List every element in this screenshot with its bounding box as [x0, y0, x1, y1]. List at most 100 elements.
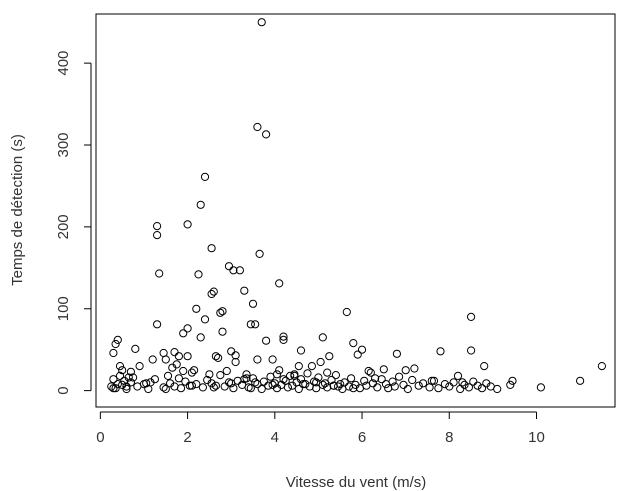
data-point — [231, 351, 240, 360]
data-point — [408, 375, 417, 385]
data-point — [290, 370, 299, 379]
data-point — [231, 357, 240, 367]
data-point — [576, 376, 585, 385]
data-point — [467, 312, 476, 321]
data-point — [146, 378, 155, 387]
data-point — [131, 344, 140, 353]
x-tick-label: 10 — [528, 429, 545, 446]
data-point — [366, 368, 375, 377]
data-point — [216, 308, 225, 317]
data-point — [200, 172, 210, 181]
data-point — [179, 329, 188, 338]
data-point — [301, 380, 310, 389]
data-point — [159, 383, 168, 392]
data-point — [246, 320, 255, 329]
data-point — [349, 339, 358, 348]
data-point — [536, 383, 546, 392]
data-point — [473, 381, 482, 390]
data-point — [194, 270, 203, 279]
y-tick-label: 100 — [55, 296, 72, 321]
data-point — [240, 286, 249, 295]
data-point — [323, 368, 332, 377]
data-point — [174, 352, 183, 361]
data-point — [268, 380, 277, 389]
data-point — [379, 365, 388, 374]
data-point — [111, 339, 120, 349]
data-point — [246, 384, 255, 393]
data-point — [373, 383, 382, 392]
data-point — [286, 371, 295, 380]
data-point — [434, 384, 443, 393]
data-point — [371, 374, 380, 383]
data-point — [170, 348, 179, 357]
data-point — [384, 384, 393, 393]
data-point — [296, 346, 306, 355]
data-point — [135, 362, 144, 371]
data-point — [248, 299, 258, 308]
data-point — [126, 367, 135, 376]
data-point — [294, 362, 303, 371]
data-point — [329, 381, 338, 390]
data-point — [176, 384, 186, 393]
data-point — [216, 371, 225, 380]
data-point — [126, 378, 135, 387]
data-point — [255, 249, 264, 258]
data-point — [183, 324, 192, 333]
data-point — [307, 362, 316, 371]
x-tick-label: 0 — [96, 429, 104, 446]
data-point — [388, 377, 397, 386]
y-axis-label: Temps de détection (s) — [9, 134, 26, 286]
plot-frame — [95, 13, 616, 408]
data-point — [294, 384, 303, 394]
data-point — [410, 364, 419, 373]
data-point — [207, 289, 216, 299]
data-point — [390, 382, 399, 391]
data-point — [113, 380, 122, 389]
data-point — [262, 130, 271, 139]
data-point — [190, 366, 199, 375]
data-point — [469, 377, 478, 386]
data-point — [174, 374, 183, 383]
data-point — [209, 287, 218, 296]
data-point — [597, 362, 607, 371]
data-point — [257, 18, 266, 27]
data-point — [320, 379, 330, 388]
data-point — [429, 376, 439, 385]
data-point — [187, 368, 196, 377]
data-point — [129, 373, 138, 382]
data-point — [179, 366, 188, 376]
x-tick-label: 6 — [358, 429, 366, 446]
data-point — [342, 307, 351, 317]
data-point — [118, 366, 127, 375]
data-point — [275, 279, 284, 288]
data-point — [275, 366, 284, 375]
data-point — [296, 375, 306, 384]
data-point — [318, 333, 327, 342]
data-point — [109, 348, 118, 358]
data-point — [227, 379, 236, 388]
data-point — [229, 266, 238, 275]
data-point — [218, 327, 227, 336]
data-point — [347, 374, 356, 383]
data-point — [122, 384, 131, 394]
data-point — [224, 262, 234, 271]
data-point — [122, 382, 131, 391]
data-point — [109, 384, 118, 393]
data-point — [353, 350, 362, 359]
data-point — [327, 375, 336, 385]
data-point — [453, 371, 463, 380]
data-point — [253, 355, 262, 364]
data-point — [480, 362, 489, 371]
data-point — [456, 384, 465, 394]
y-tick-label: 400 — [55, 51, 72, 76]
data-point — [111, 384, 120, 393]
data-point — [506, 380, 515, 389]
data-point — [312, 378, 321, 387]
data-point — [253, 122, 262, 132]
data-point — [242, 374, 251, 383]
x-axis: 0 2 4 6 8 10 — [96, 411, 545, 446]
data-point — [334, 382, 343, 391]
data-point — [198, 383, 207, 392]
data-point — [183, 220, 192, 229]
